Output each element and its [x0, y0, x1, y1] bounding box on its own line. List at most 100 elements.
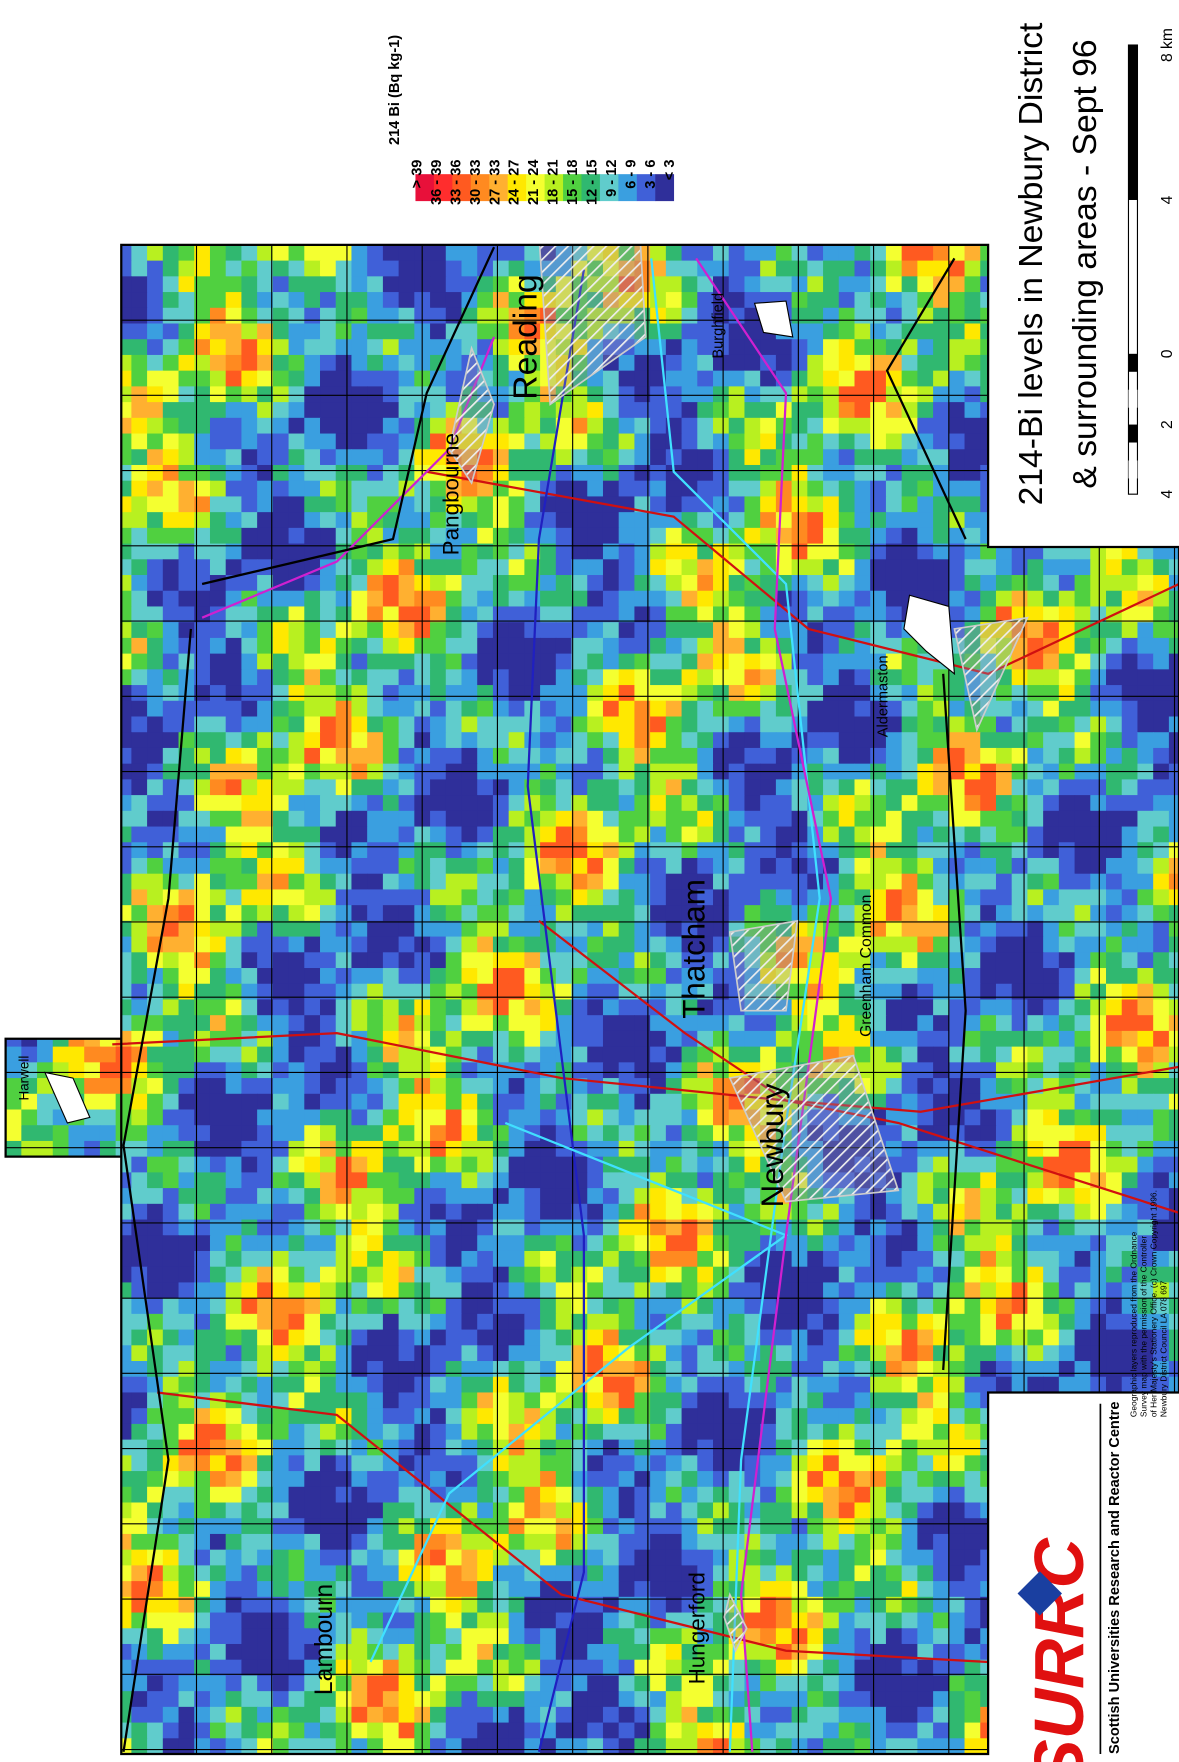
map-cell	[729, 292, 745, 308]
map-cell	[1075, 1188, 1091, 1204]
map-cell	[84, 512, 100, 528]
map-cell	[53, 245, 69, 261]
map-cell	[461, 1251, 477, 1267]
map-cell	[524, 795, 540, 811]
map-cell	[21, 638, 37, 654]
map-cell	[336, 905, 352, 921]
map-cell	[6, 1220, 22, 1236]
map-cell	[1012, 732, 1028, 748]
map-cell	[53, 827, 69, 843]
map-cell	[241, 292, 257, 308]
map-cell	[902, 355, 918, 371]
map-cell	[320, 1062, 336, 1078]
map-cell	[996, 434, 1012, 450]
map-cell	[257, 905, 273, 921]
map-cell	[320, 638, 336, 654]
map-cell	[965, 339, 981, 355]
map-cell	[697, 685, 713, 701]
map-cell	[1012, 921, 1028, 937]
map-cell	[53, 324, 69, 340]
map-cell	[1137, 1125, 1153, 1141]
map-cell	[84, 418, 100, 434]
map-cell	[854, 371, 870, 387]
map-cell	[776, 1047, 792, 1063]
map-cell	[477, 732, 493, 748]
map-cell	[917, 245, 933, 261]
map-cell	[147, 324, 163, 340]
map-cell	[147, 386, 163, 402]
map-cell	[131, 371, 147, 387]
map-cell	[461, 811, 477, 827]
map-cell	[917, 1235, 933, 1251]
map-cell	[367, 1188, 383, 1204]
map-cell	[744, 371, 760, 387]
map-cell	[572, 528, 588, 544]
map-cell	[1027, 968, 1043, 984]
map-cell	[854, 685, 870, 701]
map-cell	[1122, 512, 1138, 528]
map-cell	[21, 261, 37, 277]
map-cell	[226, 276, 242, 292]
map-cell	[6, 764, 22, 780]
map-cell	[1106, 434, 1122, 450]
map-cell	[902, 1157, 918, 1173]
map-cell	[1106, 481, 1122, 497]
map-cell	[461, 999, 477, 1015]
map-cell	[619, 748, 635, 764]
map-cell	[1090, 1110, 1106, 1126]
map-cell	[304, 622, 320, 638]
map-cell	[257, 481, 273, 497]
map-cell	[996, 732, 1012, 748]
map-cell	[886, 1015, 902, 1031]
map-cell	[493, 921, 509, 937]
map-cell	[163, 606, 179, 622]
map-cell	[697, 1125, 713, 1141]
map-cell	[1090, 1251, 1106, 1267]
map-cell	[1122, 952, 1138, 968]
map-cell	[21, 1157, 37, 1173]
map-cell	[6, 669, 22, 685]
map-cell	[965, 606, 981, 622]
map-cell	[713, 465, 729, 481]
map-cell	[1012, 1031, 1028, 1047]
map-cell	[744, 606, 760, 622]
map-cell	[179, 1204, 195, 1220]
map-cell	[697, 827, 713, 843]
map-cell	[666, 1078, 682, 1094]
map-cell	[131, 245, 147, 261]
map-cell	[650, 1047, 666, 1063]
map-cell	[886, 795, 902, 811]
map-cell	[1090, 779, 1106, 795]
map-cell	[336, 1047, 352, 1063]
map-cell	[100, 1220, 116, 1236]
map-cell	[1027, 889, 1043, 905]
map-cell	[179, 339, 195, 355]
map-cell	[53, 669, 69, 685]
map-cell	[650, 591, 666, 607]
map-cell	[556, 1251, 572, 1267]
map-cell	[996, 795, 1012, 811]
map-cell	[304, 654, 320, 670]
map-cell	[1106, 905, 1122, 921]
map-cell	[619, 874, 635, 890]
map-cell	[68, 654, 84, 670]
map-cell	[53, 261, 69, 277]
map-cell	[760, 339, 776, 355]
map-cell	[792, 827, 808, 843]
map-cell	[131, 1141, 147, 1157]
map-cell	[336, 654, 352, 670]
map-cell	[383, 622, 399, 638]
map-cell	[273, 874, 289, 890]
map-cell	[367, 874, 383, 890]
map-cell	[917, 1141, 933, 1157]
map-cell	[461, 575, 477, 591]
map-cell	[226, 999, 242, 1015]
map-cell	[1106, 575, 1122, 591]
map-cell	[399, 308, 415, 324]
map-cell	[870, 622, 886, 638]
map-cell	[886, 575, 902, 591]
map-cell	[430, 685, 446, 701]
map-cell	[241, 481, 257, 497]
map-cell	[383, 827, 399, 843]
map-cell	[257, 921, 273, 937]
